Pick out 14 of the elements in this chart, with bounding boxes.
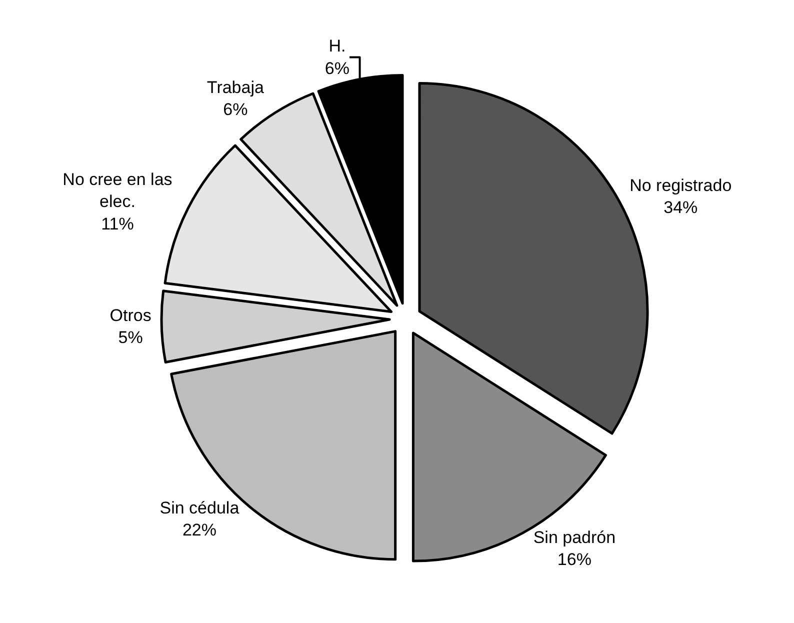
data-label: 34%	[664, 198, 698, 218]
data-label: 6%	[223, 100, 248, 119]
slice-label: Sin cédula	[160, 498, 240, 518]
data-label: 22%	[182, 520, 216, 540]
data-label: 11%	[101, 214, 134, 234]
data-label: 16%	[557, 550, 592, 570]
data-label: 6%	[324, 58, 350, 78]
slice-label: Trabaja	[206, 78, 264, 97]
data-label: 5%	[118, 328, 143, 348]
slice-label: No registrado	[630, 176, 732, 196]
slice-label: H.	[328, 36, 346, 56]
slice-label: No cree en las elec.	[62, 170, 172, 212]
slice-label: Otros	[110, 306, 152, 326]
slice-label: Sin padrón	[533, 528, 616, 548]
